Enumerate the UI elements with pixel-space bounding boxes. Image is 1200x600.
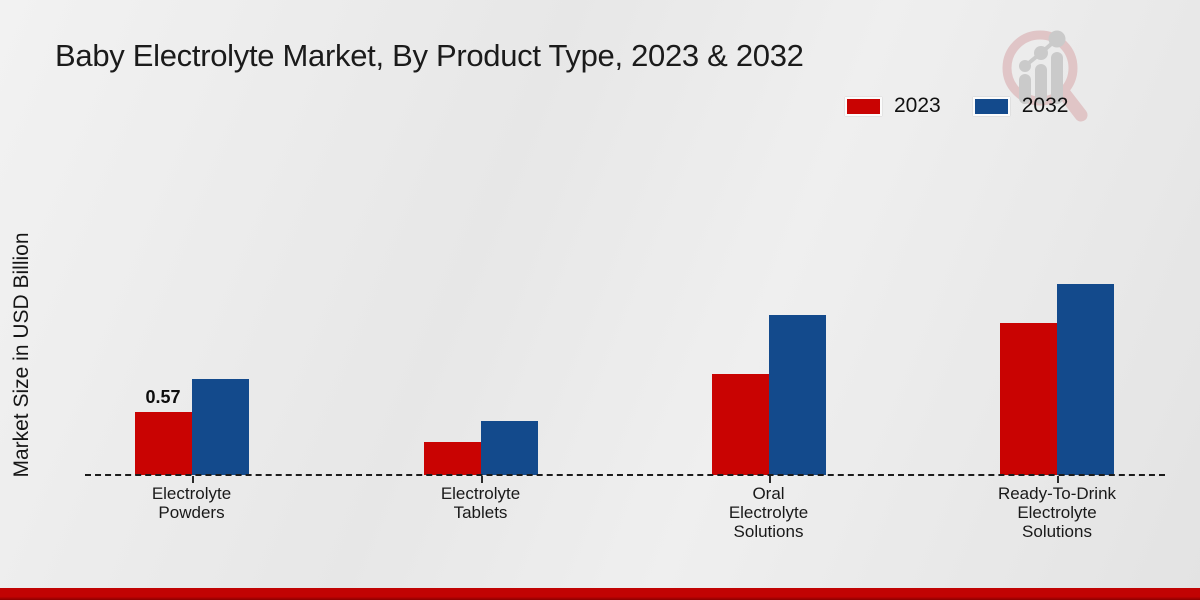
- magnifier-barchart-logo-icon: [1002, 30, 1088, 122]
- bar-2023-oral-electrolyte-solutions: [711, 374, 769, 475]
- category-label: Electrolyte Tablets: [440, 484, 521, 522]
- axis-tick: [768, 476, 771, 483]
- value-label: 0.57: [145, 387, 181, 407]
- bar-2023-ready-to-drink-electrolyte-solutions: [1000, 323, 1057, 475]
- legend-swatch-2032: [972, 96, 1010, 116]
- legend-swatch-2023: [845, 96, 882, 116]
- axis-tick: [1057, 476, 1059, 483]
- legend-item-2023: 2023: [845, 94, 941, 118]
- category-label: Oral Electrolyte Solutions: [728, 484, 809, 541]
- category-label: Ready-To-Drink Electrolyte Solutions: [997, 484, 1117, 541]
- axis-tick: [480, 476, 483, 483]
- legend: 2023 2032: [845, 94, 1068, 118]
- legend-label-2023: 2023: [894, 94, 941, 117]
- bar-2032-electrolyte-powders: [191, 379, 249, 475]
- chart-title: Baby Electrolyte Market, By Product Type…: [55, 38, 804, 73]
- bar-2023-electrolyte-tablets: [423, 442, 481, 475]
- bar-2032-oral-electrolyte-solutions: [768, 315, 826, 475]
- x-axis-baseline: [85, 474, 1165, 476]
- category-label: Electrolyte Powders: [151, 484, 232, 522]
- bar-2032-electrolyte-tablets: [480, 421, 538, 475]
- footer-accent-bar: [0, 588, 1200, 600]
- bar-2032-ready-to-drink-electrolyte-solutions: [1057, 284, 1114, 475]
- legend-label-2032: 2032: [1021, 94, 1069, 117]
- legend-item-2032: 2032: [972, 94, 1069, 118]
- axis-tick: [191, 476, 194, 483]
- bar-2023-electrolyte-powders: [134, 412, 192, 475]
- y-axis-label: Market Size in USD Billion: [10, 232, 33, 478]
